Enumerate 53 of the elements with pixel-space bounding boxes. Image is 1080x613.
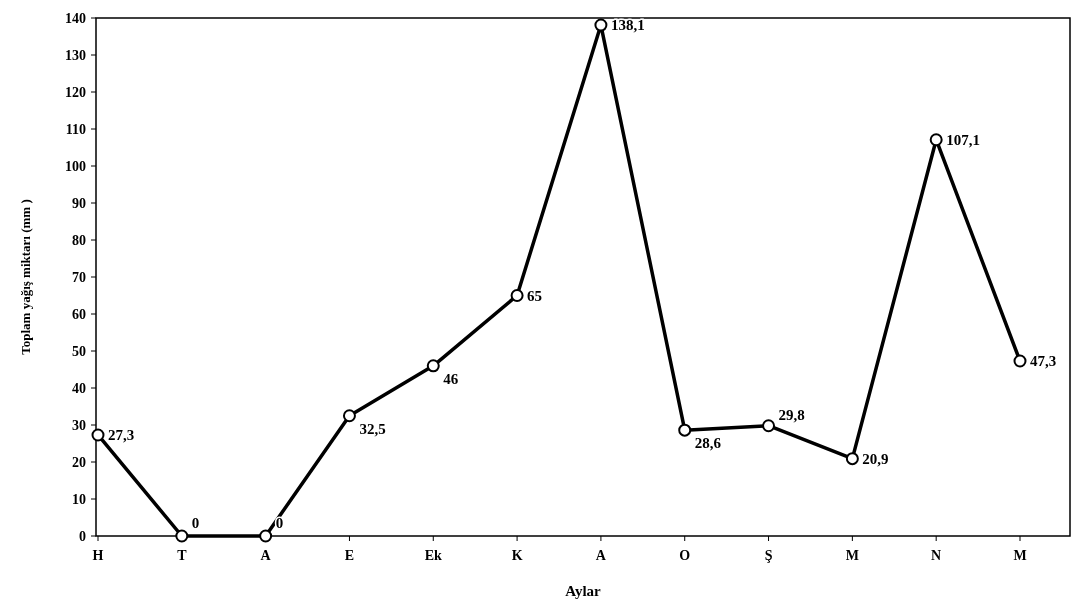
x-tick-label: Ş [764,548,773,563]
y-tick-label: 80 [72,232,86,248]
y-tick-label: 140 [65,10,86,26]
data-label: 20,9 [862,450,889,467]
y-axis-title: Toplam yağış miktarı (mm ) [18,199,33,355]
data-label: 29,8 [778,406,805,423]
point [678,423,692,437]
x-axis-title: Aylar [565,583,602,599]
y-tick-label: 30 [72,417,86,433]
data-label: 46 [443,370,459,387]
y-tick-label: 100 [65,158,86,174]
y-tick-label: 0 [79,528,86,544]
y-tick-label: 130 [65,47,86,63]
point [762,419,776,433]
data-label: 0 [275,515,284,531]
data-label: 27,3 [108,426,135,443]
point [845,452,859,466]
data-label: 138,1 [610,17,645,34]
y-tick-label: 40 [72,380,86,396]
y-tick-label: 10 [72,491,86,507]
y-tick-label: 20 [72,454,86,470]
y-tick-label: 50 [72,343,86,359]
data-label: 32,5 [359,420,386,437]
x-tick-label: H [92,548,104,563]
point [510,289,524,302]
point [91,428,105,442]
x-tick-label: E [344,548,355,563]
point [175,529,189,543]
y-tick-label: 60 [72,306,86,322]
point [594,18,608,32]
data-label: 28,6 [694,435,722,452]
point [426,359,440,373]
y-tick-label: 110 [65,121,86,137]
x-tick-label: Ek [424,548,443,563]
point [342,409,356,423]
x-tick-label: A [260,548,272,563]
x-tick-label: O [679,548,691,563]
x-tick-label: T [177,548,188,563]
y-tick-label: 120 [65,84,86,100]
y-tick-label: 90 [72,195,86,211]
y-tick-label: 70 [72,269,86,285]
point [1013,354,1027,368]
x-tick-label: M [1013,548,1027,563]
point [929,133,943,147]
data-label: 47,3 [1030,352,1057,369]
point [259,529,273,543]
x-tick-label: M [845,548,859,563]
data-label: 0 [191,515,200,531]
data-label: 107,1 [946,131,980,148]
data-label: 65 [527,287,543,304]
x-tick-label: K [511,548,523,563]
x-tick-label: A [595,548,607,563]
x-tick-label: N [931,548,942,563]
